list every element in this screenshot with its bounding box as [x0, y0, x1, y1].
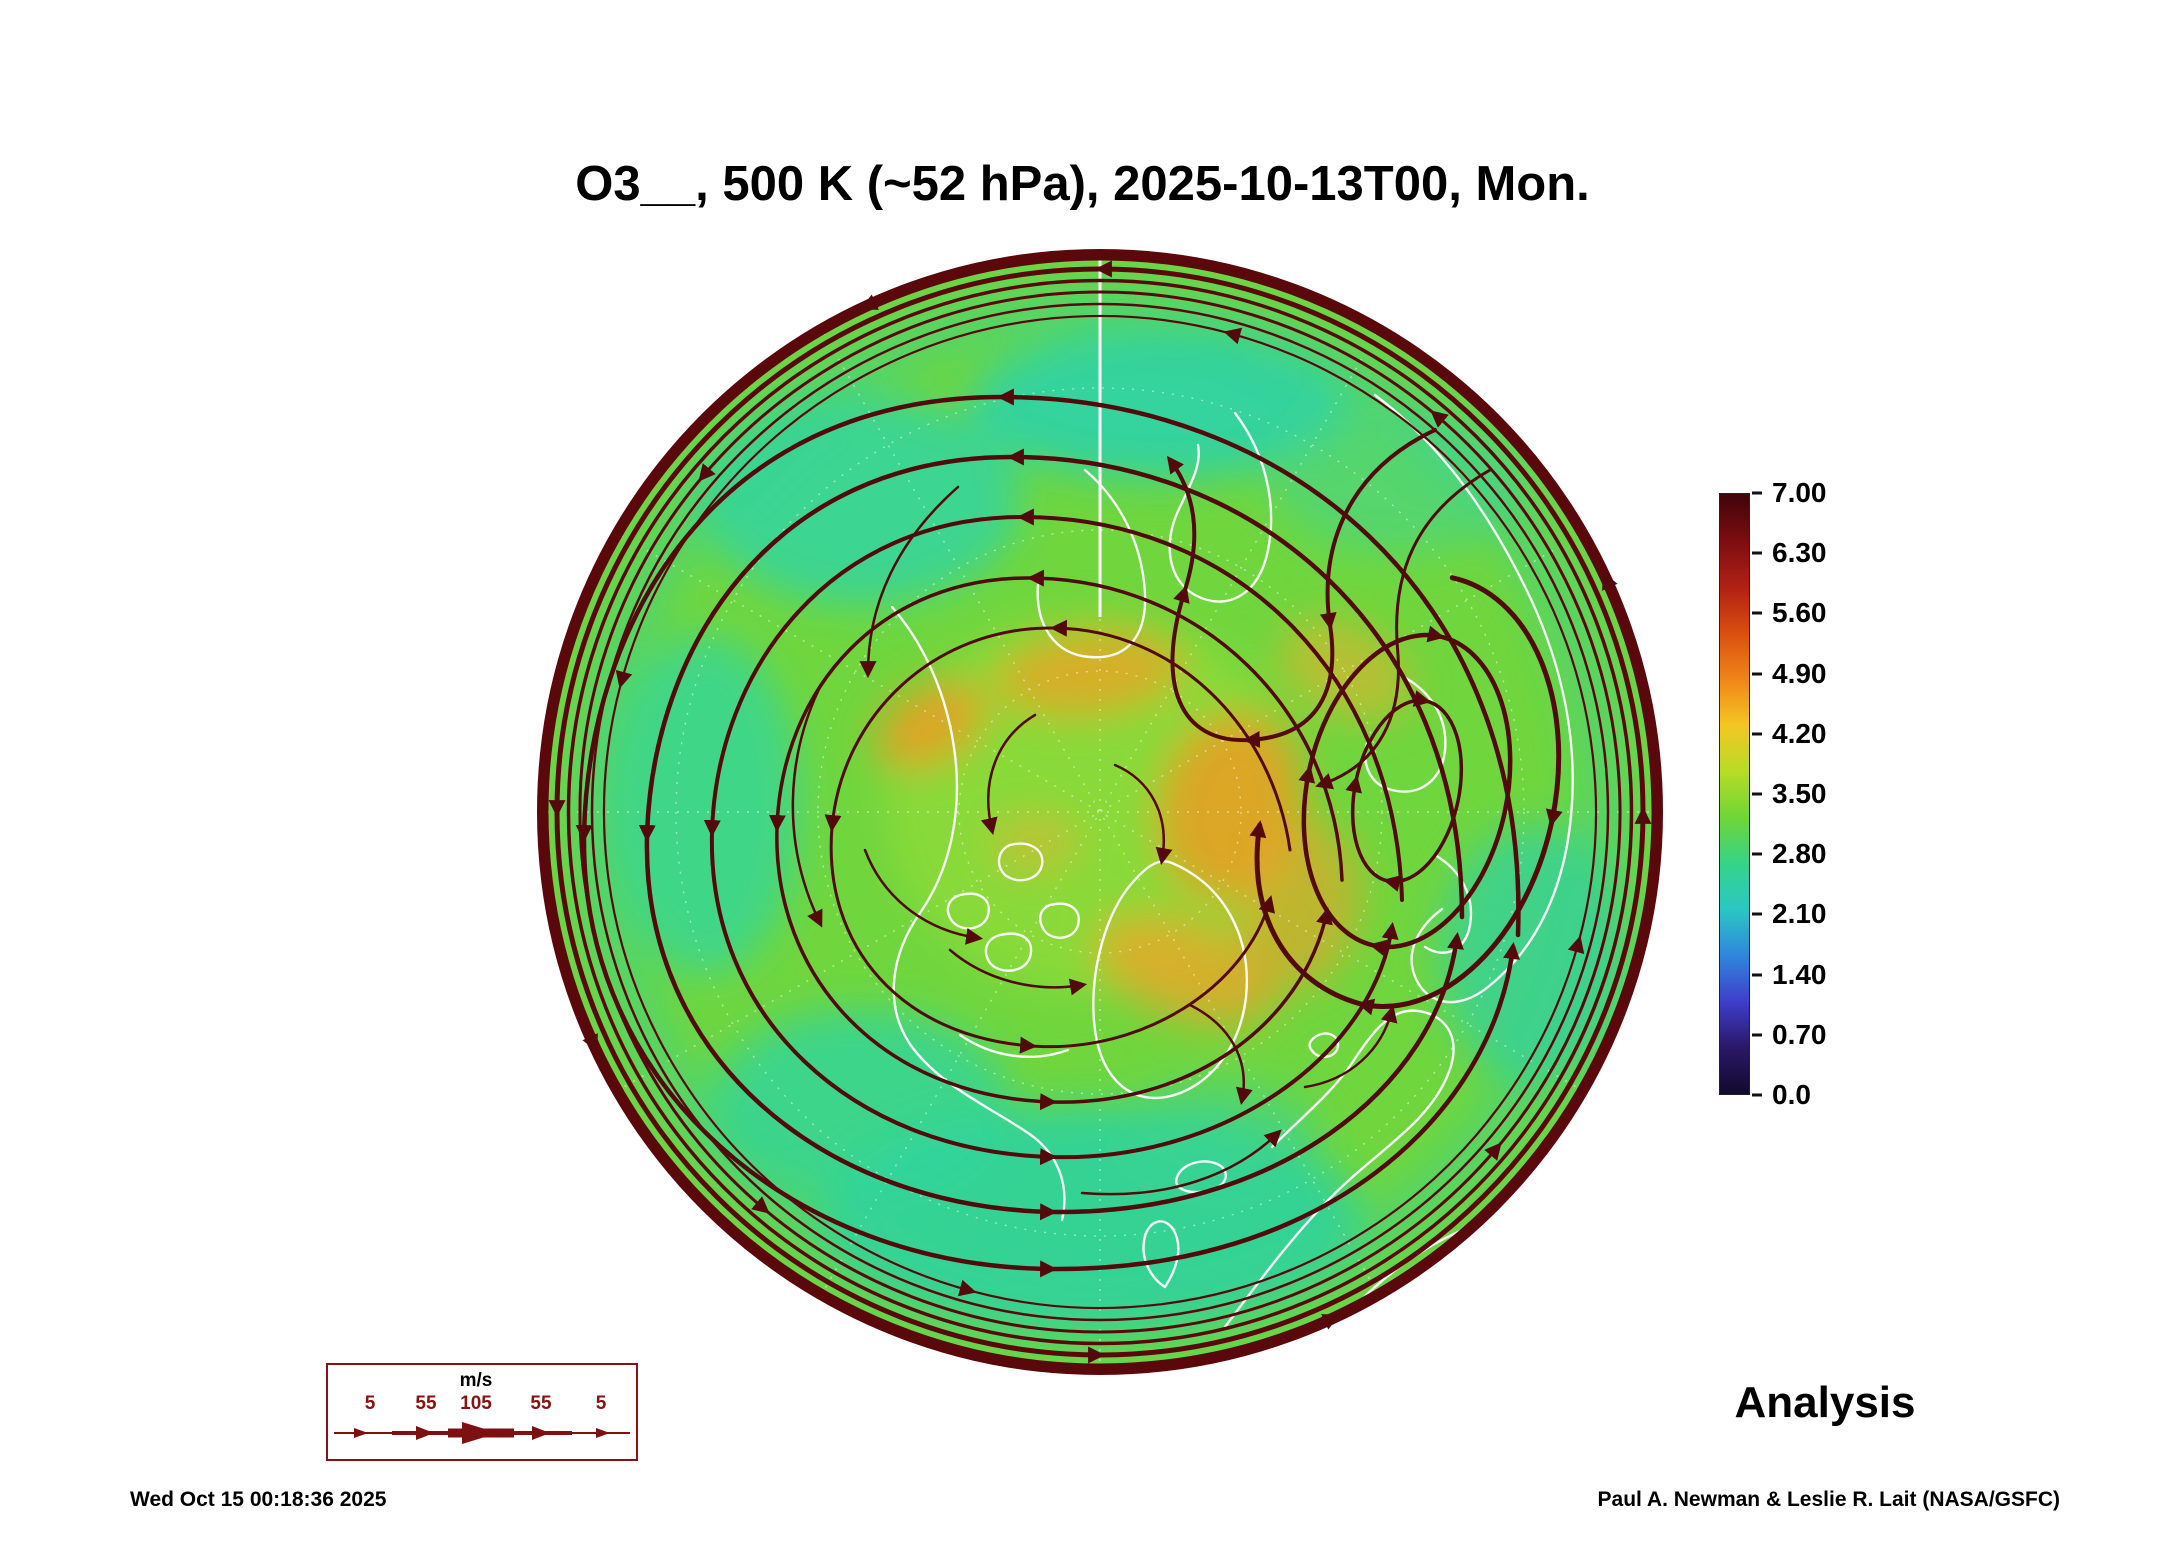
colorbar-label: 6.30 [1772, 537, 1827, 569]
colorbar-labels: 7.00 6.30 5.60 4.90 4.20 3.50 2.80 2.10 1.40 0.70… [1772, 477, 1902, 1110]
wind-speed-value: 105 [460, 1393, 492, 1414]
colorbar-gradient [1719, 493, 1750, 1095]
wind-speed-value: 5 [595, 1393, 607, 1414]
polar-map [537, 249, 1663, 1375]
wind-speed-value: 5 [364, 1393, 376, 1414]
rim-rings [537, 249, 1663, 1375]
colorbar-label: 4.90 [1772, 657, 1827, 689]
plot-title: O3__, 500 K (~52 hPa), 2025-10-13T00, Mo… [575, 157, 1590, 211]
credit-line: Paul A. Newman & Leslie R. Lait (NASA/GS… [1597, 1488, 2060, 1511]
colorbar-label: 5.60 [1772, 597, 1827, 629]
wind-units-label: m/s [459, 1370, 493, 1391]
wind-speed-legend: m/s 5 55 105 55 5 [326, 1363, 638, 1461]
colorbar-label: 2.10 [1772, 898, 1827, 930]
wind-speed-value: 55 [415, 1393, 437, 1414]
colorbar-label: 1.40 [1772, 958, 1827, 990]
wind-arrow-scale [334, 1422, 630, 1444]
generation-timestamp: Wed Oct 15 00:18:36 2025 [130, 1488, 387, 1511]
wind-speed-value: 55 [530, 1393, 552, 1414]
colorbar-label: 7.00 [1772, 477, 1827, 508]
colorbar-label: 3.50 [1772, 778, 1827, 809]
colorbar-label: 0.0 [1772, 1079, 1811, 1110]
colorbar-label: 0.70 [1772, 1018, 1827, 1050]
analysis-label: Analysis [1734, 1378, 1916, 1427]
colorbar-label: 2.80 [1772, 838, 1827, 870]
colorbar-label: 4.20 [1772, 717, 1827, 749]
